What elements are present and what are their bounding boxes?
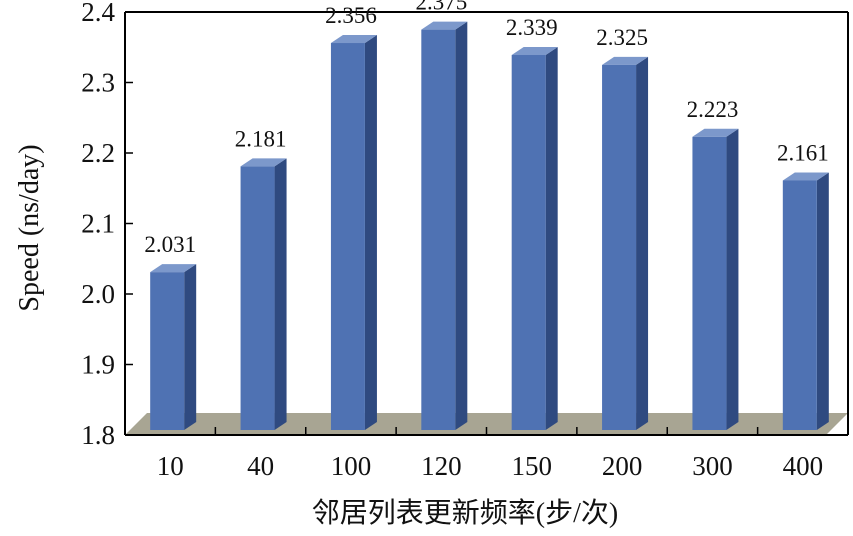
bar-front [150,272,185,430]
bar-front [602,64,637,430]
data-label: 2.375 [415,0,467,15]
bar-top [602,56,649,65]
bar-top [782,172,829,181]
x-tick-label: 10 [157,451,184,481]
bars [150,21,829,431]
y-tick-label: 2.2 [81,138,115,168]
y-tick-label: 2.3 [81,68,115,98]
y-tick-label: 2.0 [81,279,115,309]
bar [330,35,377,431]
bar-top [240,158,287,167]
bar-front [240,166,275,430]
bar-top [150,264,197,273]
bar-side [364,35,377,431]
data-label: 2.161 [777,140,829,165]
x-tick-label: 400 [783,451,824,481]
bar [240,158,287,430]
y-tick-label: 1.9 [81,350,115,380]
bar [511,47,558,430]
bar-top [511,47,558,56]
x-tick-label: 120 [421,451,462,481]
bar [782,172,829,430]
y-tick-label: 2.1 [81,209,115,239]
x-tick-label: 200 [602,451,643,481]
data-label: 2.031 [144,232,196,257]
bar [150,264,197,430]
data-label: 2.223 [687,97,739,122]
bar-side [455,21,468,430]
labels: 1.8 1.9 2.0 2.1 2.2 2.3 2.4 2.031 10 2.181 40 2.356… [81,0,828,481]
bar-side [274,158,287,430]
y-tick-label: 1.8 [81,420,115,450]
bar-side [636,56,649,430]
bar-front [511,55,546,430]
x-tick-label: 150 [511,451,552,481]
bar-side [184,264,197,430]
data-label: 2.339 [506,15,558,40]
bar-front [330,43,365,431]
data-label: 2.356 [325,3,377,28]
x-tick-label: 100 [331,451,372,481]
bar-front [692,136,727,430]
bar-side [726,128,739,430]
axes [124,11,849,436]
data-label: 2.181 [235,126,287,151]
bar [421,21,468,430]
bar-top [692,128,739,137]
bar [602,56,649,430]
bar-side [545,47,558,430]
bar-top [421,21,468,30]
y-tick-label: 2.4 [81,0,115,27]
y-axis-title: Speed (ns/day) [14,144,45,311]
x-tick-label: 300 [692,451,733,481]
data-label: 2.325 [596,25,648,50]
x-axis-title: 邻居列表更新频率(步/次) [312,497,618,529]
bar [692,128,739,430]
bar-top [330,35,377,44]
bar-front [782,180,817,430]
x-tick-label: 40 [247,451,274,481]
bar-front [421,29,456,430]
bar-side [816,172,829,430]
